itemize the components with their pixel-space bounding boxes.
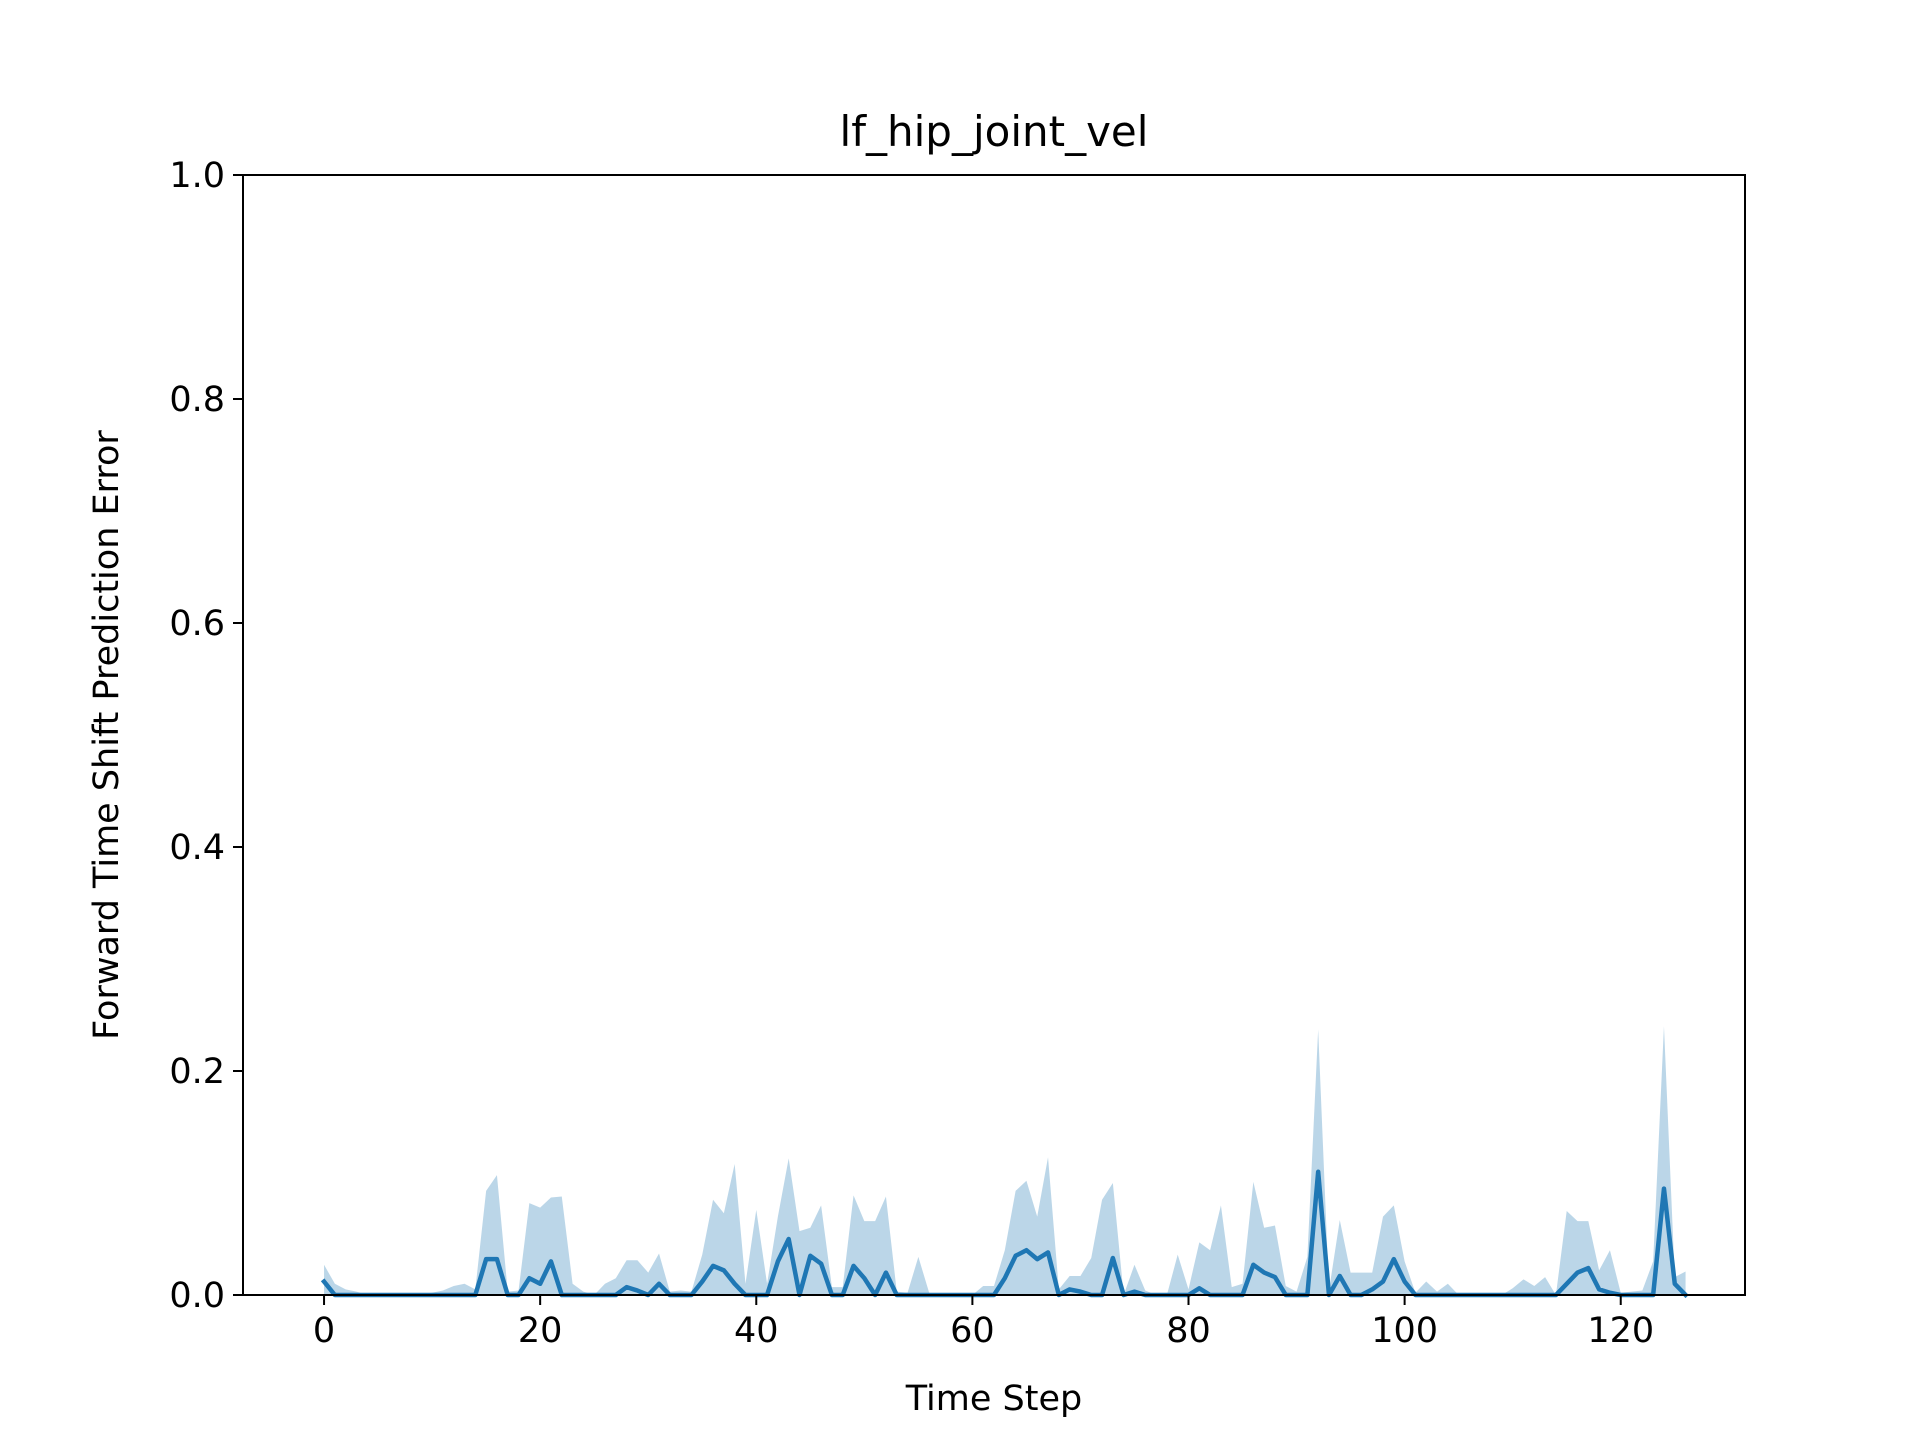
x-axis-ticks: 0 20 40 60 80 100 120: [313, 1295, 1654, 1351]
chart-title: lf_hip_joint_vel: [840, 107, 1149, 156]
x-tick-label: 80: [1166, 1311, 1211, 1351]
x-axis-label: Time Step: [905, 1379, 1082, 1419]
x-tick-label: 40: [734, 1311, 779, 1351]
y-tick-label: 0.8: [169, 380, 225, 420]
x-tick-label: 20: [518, 1311, 563, 1351]
axes-background: [243, 175, 1745, 1295]
y-axis-label: Forward Time Shift Prediction Error: [87, 430, 127, 1040]
axes-frame: [242, 174, 1746, 1296]
x-tick-label: 0: [313, 1311, 335, 1351]
x-tick-label: 120: [1587, 1311, 1654, 1351]
y-tick-label: 0.2: [169, 1052, 225, 1092]
plot-area: [242, 174, 1746, 1299]
y-axis-ticks: 0.0 0.2 0.4 0.6 0.8 1.0: [169, 156, 243, 1316]
y-tick-label: 0.4: [169, 828, 225, 868]
y-tick-label: 1.0: [169, 156, 225, 196]
y-tick-label: 0.0: [169, 1276, 225, 1316]
x-tick-label: 100: [1371, 1311, 1438, 1351]
y-tick-label: 0.6: [169, 604, 225, 644]
x-tick-label: 60: [950, 1311, 995, 1351]
